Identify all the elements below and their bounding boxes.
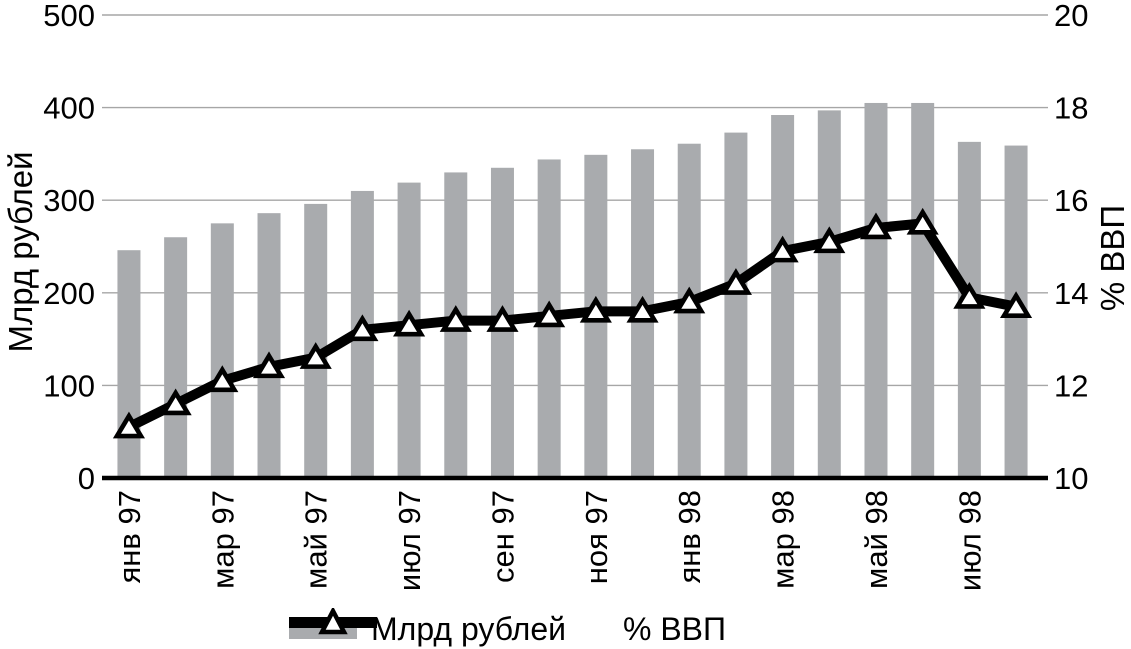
line-marker (159, 388, 192, 416)
x-axis-tick-label: ноя 97 (579, 490, 614, 584)
gdp-line-series (112, 207, 1033, 439)
y-axis-left-tick-label: 100 (43, 368, 95, 403)
line-marker (486, 305, 519, 332)
line-marker (859, 212, 893, 240)
line-marker (999, 291, 1033, 318)
y-axis-left-tick-label: 200 (43, 276, 95, 311)
y-axis-left-tick-label: 300 (43, 183, 95, 218)
line-marker (393, 309, 426, 337)
bar (771, 115, 795, 479)
legend-gdp-label: % ВВП (622, 610, 727, 647)
axis-tick-labels: 0 100 200 300 400 500 10 12 14 16 18 20 янв 97 мар 97… (43, 0, 1088, 591)
line-marker (533, 300, 566, 328)
bar (117, 250, 141, 478)
x-axis-tick-label: май 97 (299, 490, 334, 589)
y-axis-left-tick-label: 400 (43, 91, 95, 126)
y-axis-right-tick-label: 20 (1054, 0, 1088, 33)
bar (817, 110, 841, 479)
bar (304, 203, 328, 479)
bar (957, 141, 981, 478)
x-axis-tick-label: мар 98 (766, 490, 801, 589)
x-axis-tick-label: июл 97 (392, 490, 427, 591)
legend: Млрд рублей % ВВП (289, 608, 726, 649)
y-axis-right-tick-label: 16 (1054, 183, 1088, 218)
right-axis-title: % ВВП (1094, 205, 1131, 311)
line-marker (579, 295, 612, 323)
y-axis-right-tick-label: 12 (1054, 368, 1088, 403)
line-marker (439, 305, 472, 332)
legend-line-swatch (289, 608, 377, 635)
line-marker (813, 226, 846, 254)
legend-bar-label: Млрд рублей (371, 610, 566, 647)
gridlines (102, 14, 1048, 387)
line-marker (299, 342, 332, 369)
bar (164, 237, 188, 478)
bar (210, 223, 234, 478)
line-marker (626, 295, 659, 323)
x-axis-tick-label: янв 98 (672, 490, 707, 583)
y-axis-right-tick-label: 14 (1054, 276, 1088, 311)
bar (724, 132, 748, 479)
y-axis-right-tick-label: 10 (1054, 461, 1088, 496)
x-axis-tick-label: мар 97 (205, 490, 240, 589)
line-marker (719, 268, 752, 295)
bar (257, 213, 281, 478)
line-marker (252, 351, 286, 379)
y-axis-left-tick-label: 0 (78, 461, 95, 496)
x-axis-tick-label: янв 97 (112, 490, 147, 583)
y-axis-right-tick-label: 18 (1054, 91, 1088, 126)
line-marker (206, 365, 239, 393)
left-axis-title: Млрд рублей (2, 151, 39, 352)
bars-series (117, 102, 1028, 479)
y-axis-left-tick-label: 500 (43, 0, 95, 33)
line-marker (766, 235, 799, 263)
x-axis-tick-label: июл 98 (952, 490, 987, 591)
x-axis-tick-label: май 98 (859, 490, 894, 589)
line-marker (673, 286, 706, 314)
x-axis-tick-label: сен 97 (485, 490, 520, 583)
bar (911, 102, 935, 478)
line-marker (906, 207, 939, 235)
line-marker (953, 281, 986, 309)
line-marker (112, 411, 146, 439)
line-marker (346, 314, 379, 342)
bar (864, 102, 888, 478)
